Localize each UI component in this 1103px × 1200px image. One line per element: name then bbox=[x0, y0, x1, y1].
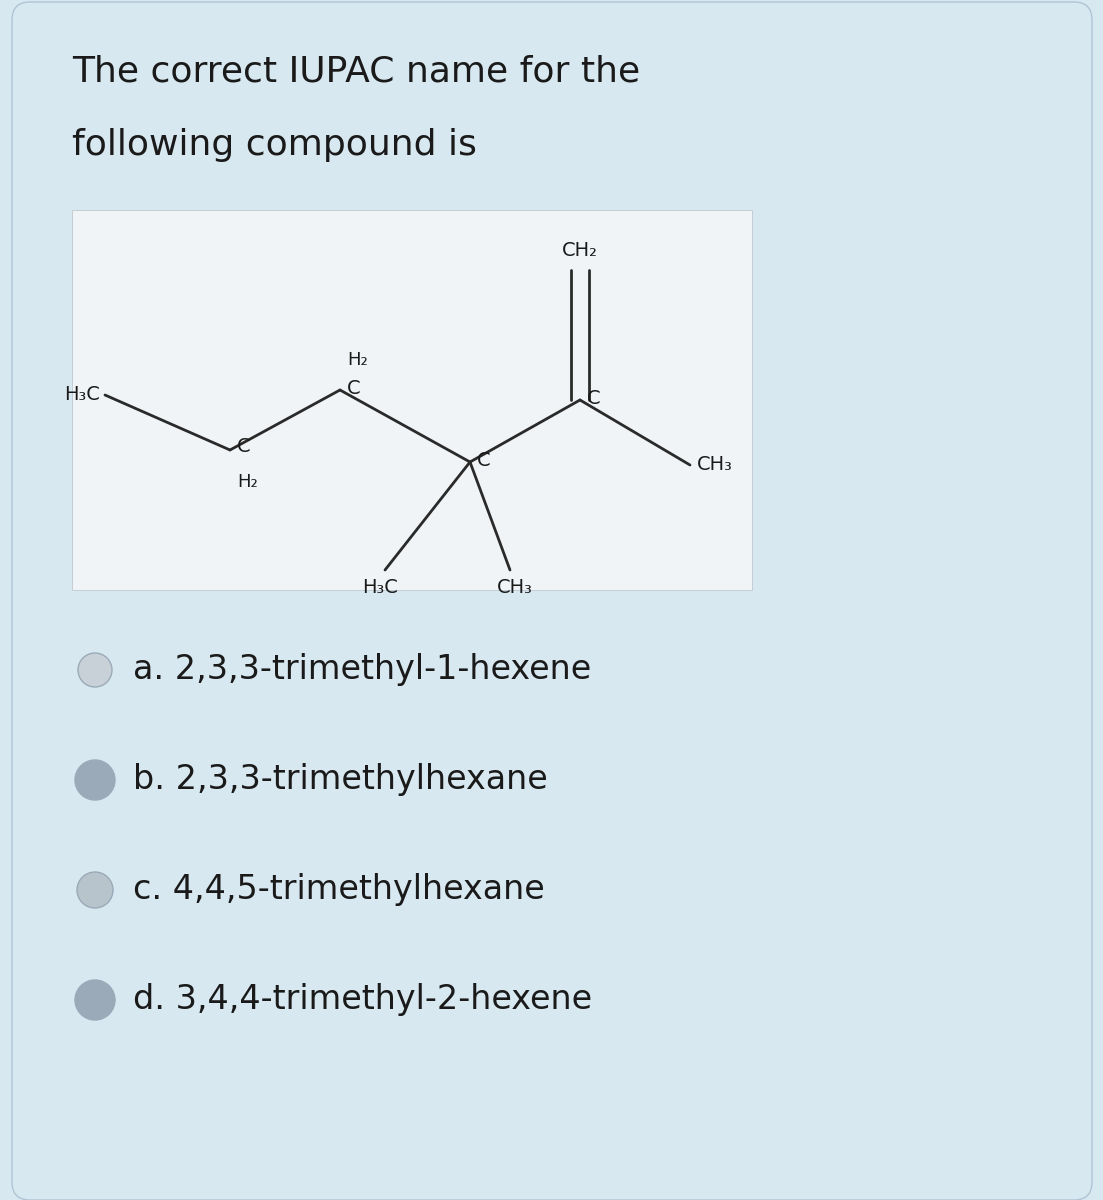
Text: H₂: H₂ bbox=[237, 473, 258, 491]
Text: following compound is: following compound is bbox=[72, 128, 476, 162]
Circle shape bbox=[77, 872, 113, 908]
Text: b. 2,3,3-trimethylhexane: b. 2,3,3-trimethylhexane bbox=[133, 763, 548, 797]
Text: CH₃: CH₃ bbox=[697, 456, 732, 474]
Text: H₃C: H₃C bbox=[362, 578, 398, 596]
Text: C: C bbox=[347, 378, 361, 397]
FancyBboxPatch shape bbox=[12, 2, 1092, 1200]
Text: H₃C: H₃C bbox=[64, 385, 100, 404]
Circle shape bbox=[75, 980, 115, 1020]
Text: a. 2,3,3-trimethyl-1-hexene: a. 2,3,3-trimethyl-1-hexene bbox=[133, 654, 591, 686]
Text: C: C bbox=[237, 437, 250, 456]
Text: c. 4,4,5-trimethylhexane: c. 4,4,5-trimethylhexane bbox=[133, 874, 545, 906]
Circle shape bbox=[78, 653, 113, 686]
Text: The correct IUPAC name for the: The correct IUPAC name for the bbox=[72, 55, 640, 89]
Text: C: C bbox=[476, 450, 491, 469]
Text: C: C bbox=[587, 389, 601, 408]
Text: CH₂: CH₂ bbox=[563, 241, 598, 260]
Text: d. 3,4,4-trimethyl-2-hexene: d. 3,4,4-trimethyl-2-hexene bbox=[133, 984, 592, 1016]
Circle shape bbox=[75, 760, 115, 800]
Text: CH₃: CH₃ bbox=[497, 578, 533, 596]
Text: H₂: H₂ bbox=[347, 350, 367, 370]
FancyBboxPatch shape bbox=[72, 210, 752, 590]
